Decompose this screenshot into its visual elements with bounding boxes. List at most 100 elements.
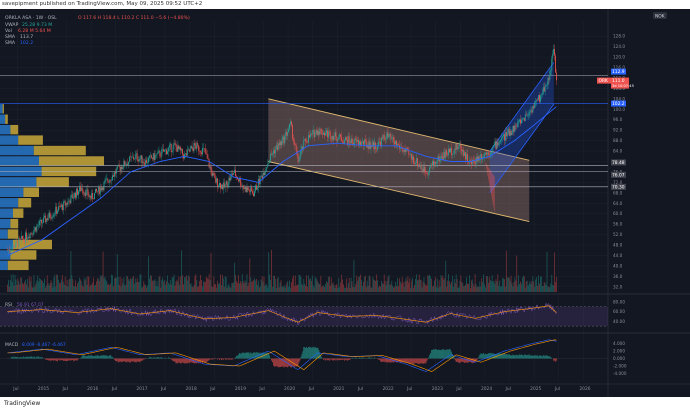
macd-hist-bar <box>13 357 15 359</box>
volume-bar <box>363 276 365 292</box>
candle-body <box>205 153 207 155</box>
macd-hist-bar <box>281 358 283 367</box>
volume-bar <box>255 280 256 292</box>
profile-bin-up <box>0 239 13 250</box>
profile-bin-down <box>5 114 8 124</box>
candle-body <box>259 175 261 184</box>
macd-hist-bar <box>246 352 248 359</box>
candle-body <box>490 152 492 154</box>
badge-low <box>611 183 626 190</box>
candle-body <box>102 187 104 190</box>
volume-bar <box>355 283 357 292</box>
macd-hist-bar <box>31 356 33 359</box>
candle-body <box>235 169 236 177</box>
candle-body <box>218 185 219 187</box>
volume-bar <box>55 286 57 292</box>
chart-canvas[interactable]: 32.0 36.0 40.0 44.0 48.0 52.0 56.0 60.0 64.0 68.0… <box>0 9 690 397</box>
volume-bar <box>517 286 519 292</box>
macd-hist-bar <box>221 358 223 360</box>
macd-hist-bar <box>546 355 548 359</box>
volume-bar <box>509 280 511 292</box>
candle-body <box>551 58 553 71</box>
macd-hist-bar <box>288 358 290 367</box>
profile-bin-up <box>0 250 11 260</box>
chart-svg[interactable]: 32.036.040.044.048.052.056.060.064.068.0… <box>0 9 690 397</box>
volume-bar <box>300 277 302 292</box>
macd-hist-bar <box>294 358 296 367</box>
candle-body <box>226 181 228 188</box>
volume-bar <box>179 285 181 292</box>
macd-hist-bar <box>484 354 485 359</box>
candle-body <box>190 146 192 149</box>
volume-bar <box>248 282 250 292</box>
macd-hist-bar <box>297 358 299 367</box>
candle-body <box>25 232 27 240</box>
tradingview-logo[interactable]: TradingView <box>4 400 41 407</box>
x-tick-label: 2022 <box>382 386 393 392</box>
candle-body <box>436 160 438 164</box>
macd-axis-label: -2.000 <box>613 364 627 369</box>
macd-hist-bar <box>517 354 519 359</box>
volume-bar <box>376 274 378 292</box>
macd-hist-bar <box>154 357 156 359</box>
volume-bar <box>451 275 453 292</box>
candle-body <box>541 93 543 95</box>
candle-body <box>146 159 148 164</box>
candle-body <box>76 188 77 198</box>
volume-bar <box>73 285 75 292</box>
profile-bin-up <box>0 145 34 156</box>
volume-bar <box>60 282 61 292</box>
macd-hist-bar <box>250 352 252 359</box>
volume-bar <box>360 274 361 292</box>
candle-body <box>132 156 134 160</box>
candle-body <box>402 151 404 152</box>
rsi-axis-label: 40.00 <box>613 319 625 324</box>
volume-bar <box>125 284 127 292</box>
rising-lower-line <box>489 103 555 194</box>
macd-hist-bar <box>369 357 371 359</box>
macd-hist-bar <box>383 358 385 362</box>
volume-bar <box>450 283 451 292</box>
macd-hist-bar <box>153 357 155 359</box>
volume-bar <box>527 285 529 292</box>
candle-body <box>12 244 14 248</box>
candle-body <box>336 139 338 142</box>
macd-hist-bar <box>80 357 82 359</box>
candle-body <box>314 132 316 138</box>
volume-bar <box>227 285 229 292</box>
macd-hist-bar <box>540 355 541 359</box>
macd-hist-bar <box>34 356 36 359</box>
candle-body <box>390 133 392 139</box>
profile-bin-down <box>13 208 24 218</box>
volume-bar <box>493 280 495 292</box>
volume-bar <box>551 274 553 292</box>
candle-body <box>499 142 501 144</box>
volume-bar <box>498 285 500 292</box>
volume-bar <box>40 279 41 292</box>
candle-body <box>450 147 451 153</box>
volume-bar <box>90 284 92 292</box>
volume-bar <box>273 275 274 292</box>
y-tick-label: 92.0 <box>613 128 623 133</box>
volume-bar <box>358 277 360 292</box>
macd-hist-bar <box>133 358 135 363</box>
volume-bar <box>447 280 449 292</box>
currency-label[interactable]: NOK <box>655 14 665 20</box>
candle-body <box>161 149 163 157</box>
volume-bar <box>414 284 415 292</box>
candle-body <box>228 177 230 185</box>
volume-bar <box>201 279 202 292</box>
volume-bar <box>338 277 340 292</box>
candle-body <box>544 86 546 92</box>
volume-bar <box>546 251 548 292</box>
macd-hist-bar <box>242 352 244 359</box>
candle-body <box>481 154 483 160</box>
macd-hist-bar <box>295 358 297 367</box>
rising-channel[interactable] <box>484 62 555 214</box>
currency-badge[interactable] <box>653 12 667 19</box>
macd-hist-bar <box>247 352 249 359</box>
macd-hist-bar <box>388 358 390 363</box>
volume-bar <box>244 280 246 292</box>
volume-bar <box>136 278 138 292</box>
macd-hist-bar <box>503 353 504 359</box>
